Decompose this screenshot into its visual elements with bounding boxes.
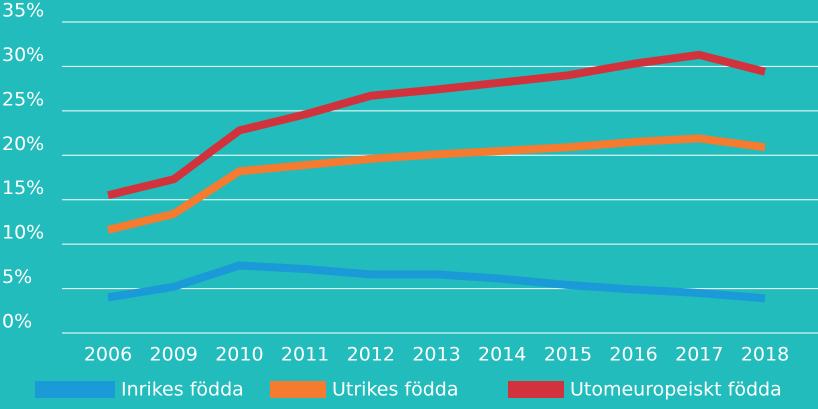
x-tick-label: 2012 <box>347 344 395 366</box>
y-tick-label: 35% <box>2 0 44 22</box>
y-tick-label: 10% <box>2 222 44 244</box>
x-tick-label: 2009 <box>150 344 198 366</box>
y-tick-label: 15% <box>2 177 44 199</box>
line <box>107 261 766 303</box>
x-tick-label: 2014 <box>478 344 526 366</box>
y-tick-label: 5% <box>2 266 32 288</box>
y-tick-label: 20% <box>2 133 44 155</box>
x-tick-label: 2015 <box>544 344 592 366</box>
y-tick-label: 30% <box>2 44 44 66</box>
x-tick-label: 2010 <box>215 344 263 366</box>
line <box>107 134 766 234</box>
x-tick-label: 2018 <box>741 344 789 366</box>
legend-label: Utrikes födda <box>332 379 458 401</box>
x-tick-label: 2013 <box>412 344 460 366</box>
legend-swatch <box>35 381 115 398</box>
x-tick-label: 2011 <box>281 344 329 366</box>
legend-label: Inrikes födda <box>121 379 244 401</box>
y-tick-label: 0% <box>2 311 32 333</box>
legend-swatch <box>270 381 326 398</box>
line <box>107 50 766 200</box>
y-tick-label: 25% <box>2 88 44 110</box>
x-tick-label: 2017 <box>675 344 723 366</box>
legend-swatch <box>508 381 564 398</box>
x-tick-label: 2006 <box>84 344 132 366</box>
legend-label: Utomeuropeiskt födda <box>570 379 782 401</box>
x-tick-label: 2016 <box>609 344 657 366</box>
